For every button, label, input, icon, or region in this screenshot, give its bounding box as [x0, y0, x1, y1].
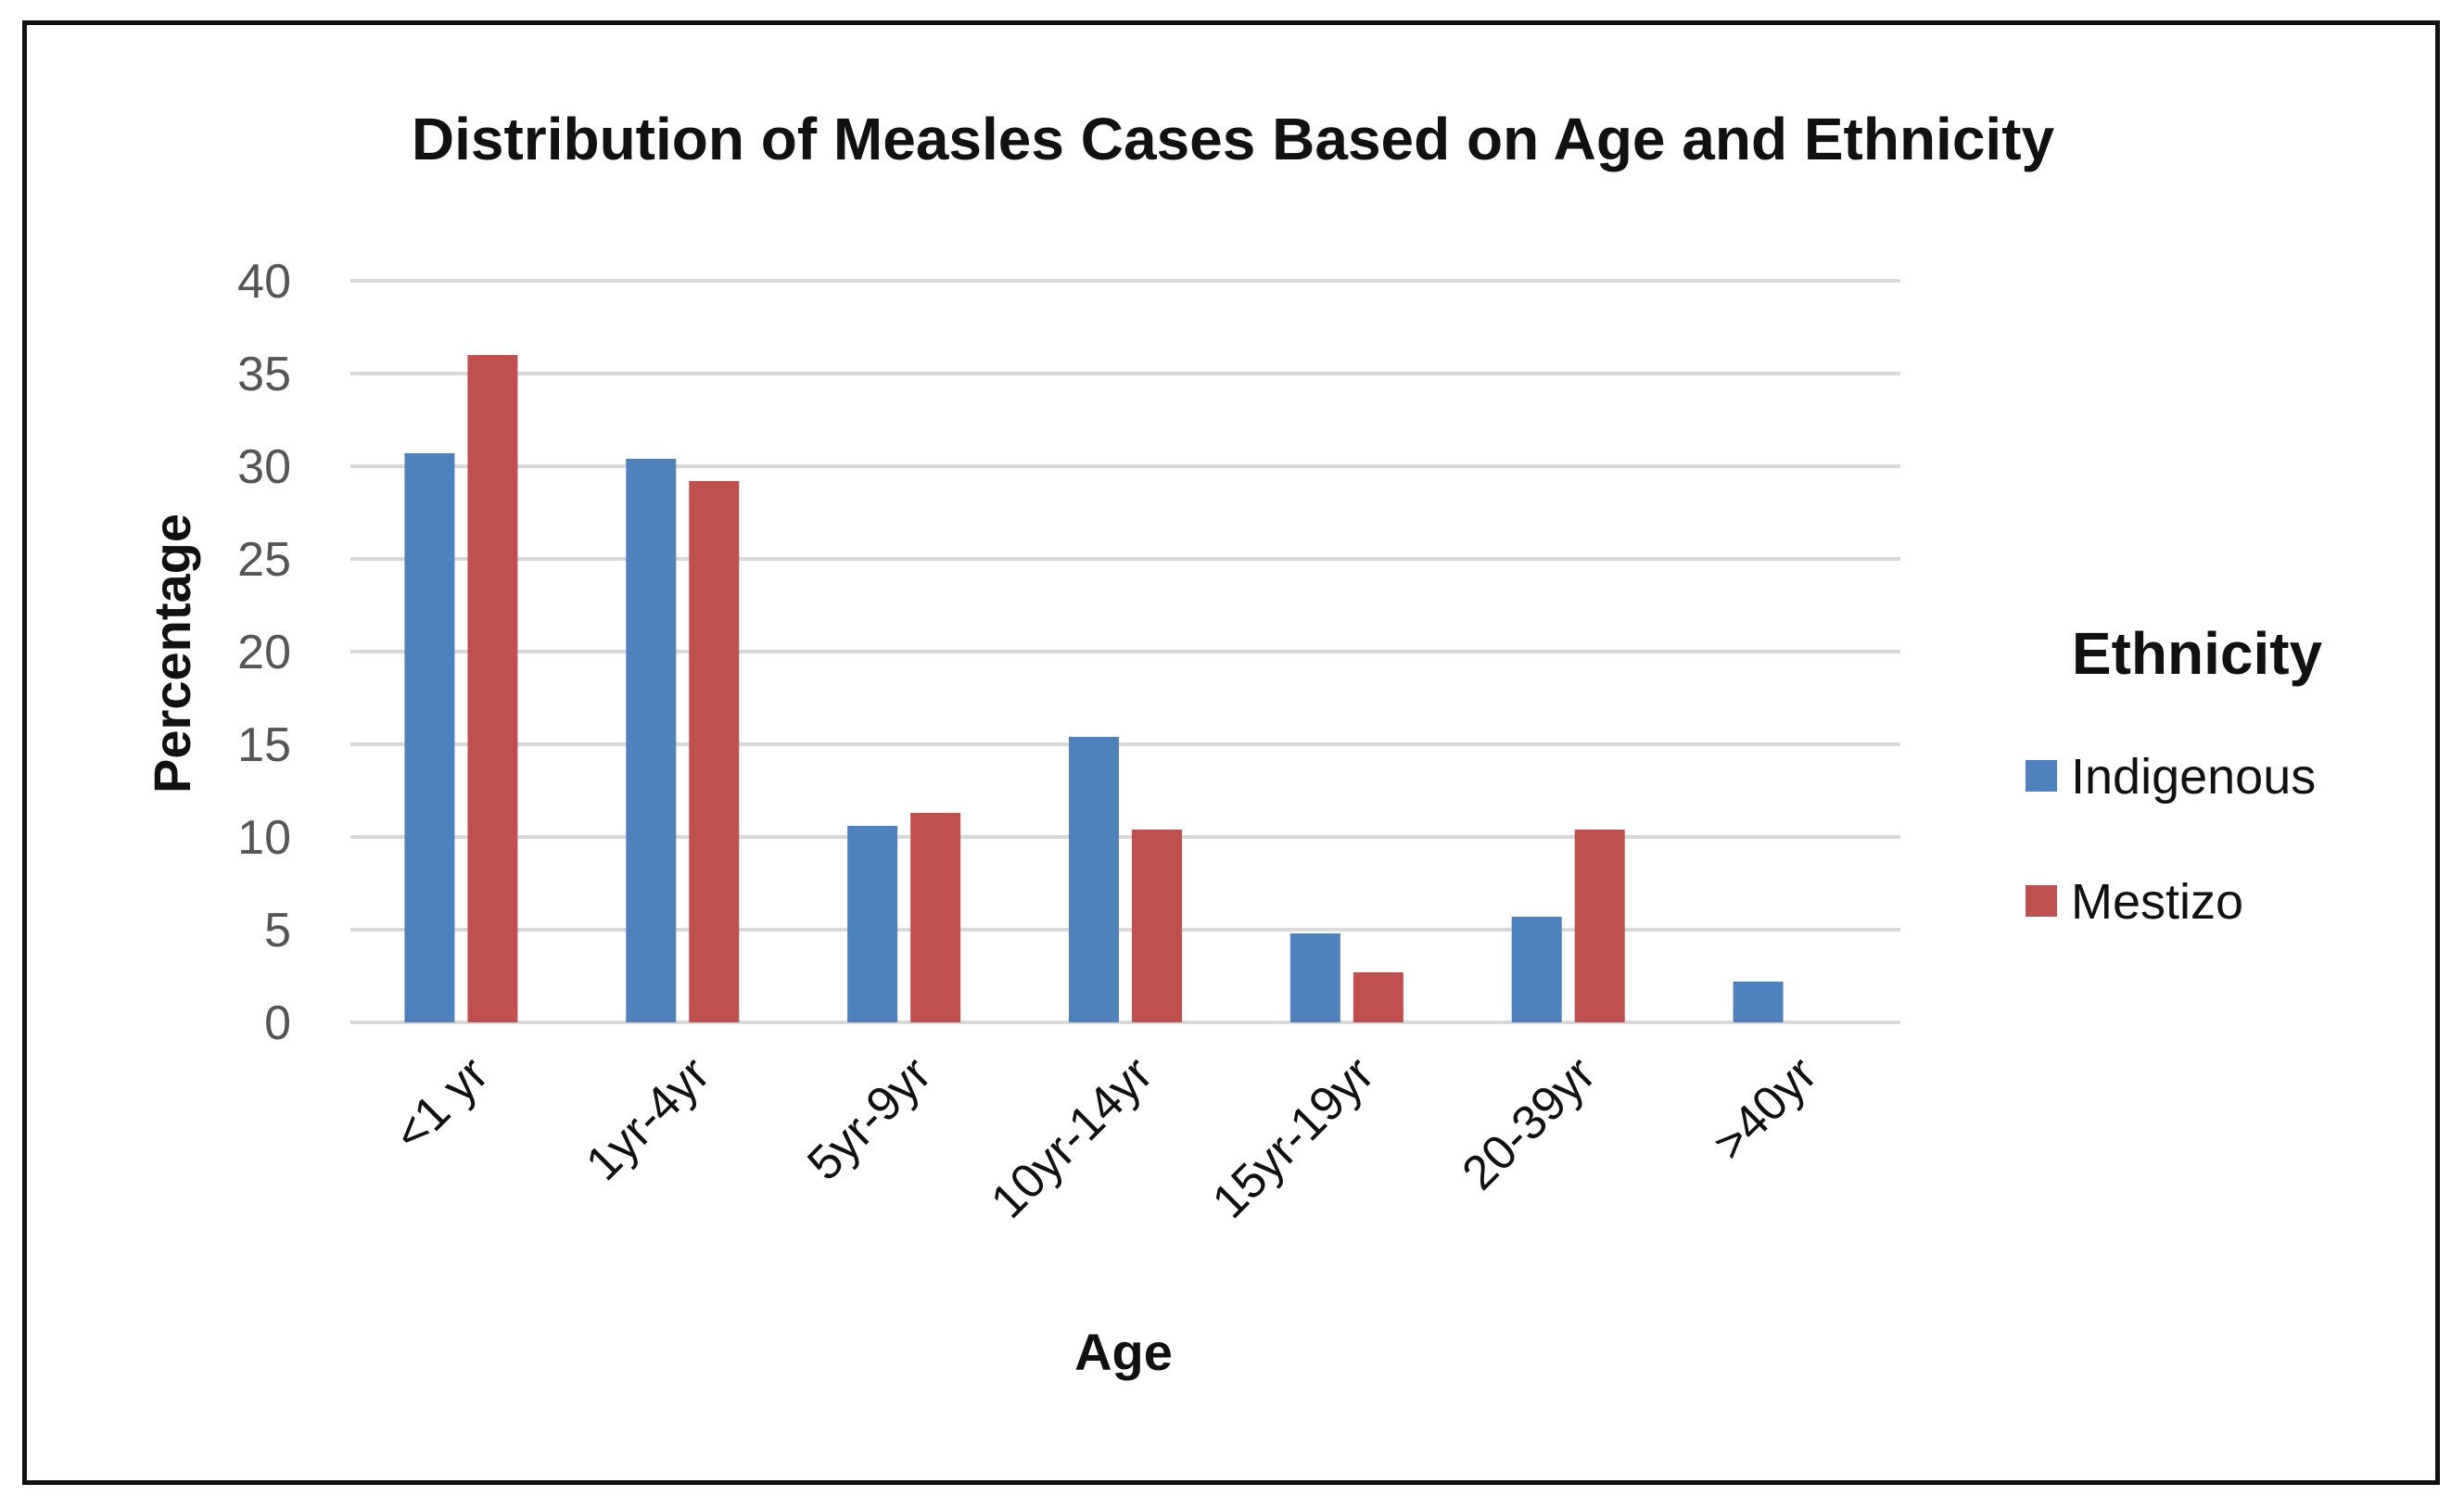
- bar-indigenous-3: [1069, 737, 1119, 1022]
- legend-swatch-mestizo: [2026, 885, 2057, 917]
- bar-mestizo-4: [1353, 972, 1403, 1022]
- y-tick-label: 0: [264, 996, 291, 1050]
- legend: Ethnicity Indigenous Mestizo: [2026, 620, 2323, 930]
- x-tick-label: 5yr-9yr: [797, 1046, 941, 1190]
- x-tick-label: 20-39yr: [1453, 1046, 1607, 1200]
- x-axis-label: Age: [1074, 1323, 1173, 1381]
- bar-indigenous-2: [847, 826, 898, 1022]
- bar-mestizo-0: [467, 355, 518, 1022]
- y-axis-label: Percentage: [143, 514, 201, 793]
- y-tick-label: 35: [237, 348, 291, 401]
- bar-mestizo-5: [1574, 830, 1625, 1022]
- x-tick-label: 1yr-4yr: [576, 1046, 719, 1190]
- y-tick-label: 15: [237, 718, 291, 772]
- x-tick-label: <1 yr: [384, 1046, 499, 1161]
- bar-indigenous-1: [626, 459, 677, 1022]
- bar-indigenous-5: [1511, 917, 1562, 1022]
- y-tick-label: 40: [237, 255, 291, 309]
- bars: [404, 355, 1784, 1022]
- bar-mestizo-3: [1132, 830, 1182, 1022]
- y-tick-label: 10: [237, 811, 291, 865]
- legend-swatch-indigenous: [2026, 760, 2057, 792]
- bar-mestizo-1: [689, 481, 740, 1022]
- y-tick-label: 20: [237, 626, 291, 679]
- bar-indigenous-4: [1289, 933, 1340, 1022]
- legend-label-mestizo: Mestizo: [2071, 874, 2243, 930]
- y-tick-label: 30: [237, 440, 291, 494]
- x-tick-label: 15yr-19yr: [1202, 1046, 1384, 1228]
- legend-title: Ethnicity: [2072, 620, 2323, 687]
- y-tick-label: 25: [237, 533, 291, 587]
- bar-mestizo-2: [910, 813, 961, 1022]
- x-axis-ticks: <1 yr 1yr-4yr 5yr-9yr 10yr-14yr 15yr-19yr 20-…: [384, 1046, 1827, 1228]
- x-tick-label: 10yr-14yr: [981, 1046, 1162, 1228]
- x-tick-label: >40yr: [1703, 1046, 1827, 1171]
- bar-indigenous-0: [404, 453, 455, 1022]
- gridlines: [350, 279, 1900, 1024]
- y-tick-label: 5: [264, 904, 291, 957]
- chart-title: Distribution of Measles Cases Based on A…: [412, 106, 2055, 172]
- legend-label-indigenous: Indigenous: [2071, 749, 2316, 805]
- y-axis-ticks: 0 5 10 15 20 25 30 35 40: [237, 255, 291, 1050]
- bar-indigenous-6: [1733, 982, 1784, 1022]
